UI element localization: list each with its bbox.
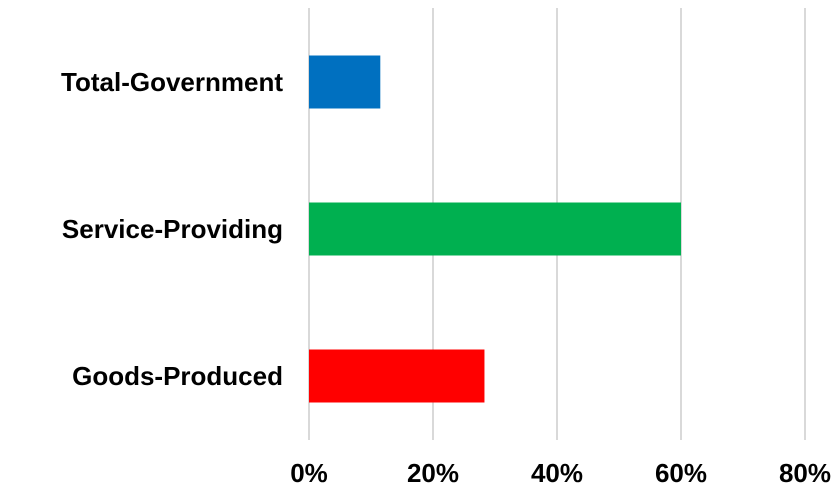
x-tick-label: 60% (655, 458, 707, 488)
category-label: Service-Providing (62, 214, 283, 244)
x-tick-label: 40% (531, 458, 583, 488)
bar-total-government (309, 55, 381, 109)
bar-service-providing (309, 202, 681, 256)
x-tick-label: 20% (407, 458, 459, 488)
category-label: Goods-Produced (72, 361, 283, 391)
bar-goods-produced (309, 349, 485, 403)
x-tick-labels: 0% 20% 40% 60% 80% (290, 458, 831, 488)
category-label: Total-Government (61, 67, 283, 97)
bars (309, 55, 681, 403)
x-tick-label: 80% (779, 458, 831, 488)
category-labels: Total-Government Service-Providing Goods-P… (61, 67, 283, 391)
x-tick-label: 0% (290, 458, 328, 488)
